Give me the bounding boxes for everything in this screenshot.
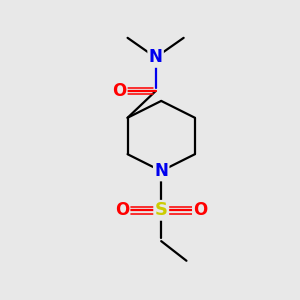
Text: O: O bbox=[115, 201, 129, 219]
Text: O: O bbox=[194, 201, 208, 219]
Text: N: N bbox=[154, 162, 168, 180]
Text: N: N bbox=[149, 49, 163, 67]
Text: S: S bbox=[155, 201, 168, 219]
Text: O: O bbox=[112, 82, 126, 100]
